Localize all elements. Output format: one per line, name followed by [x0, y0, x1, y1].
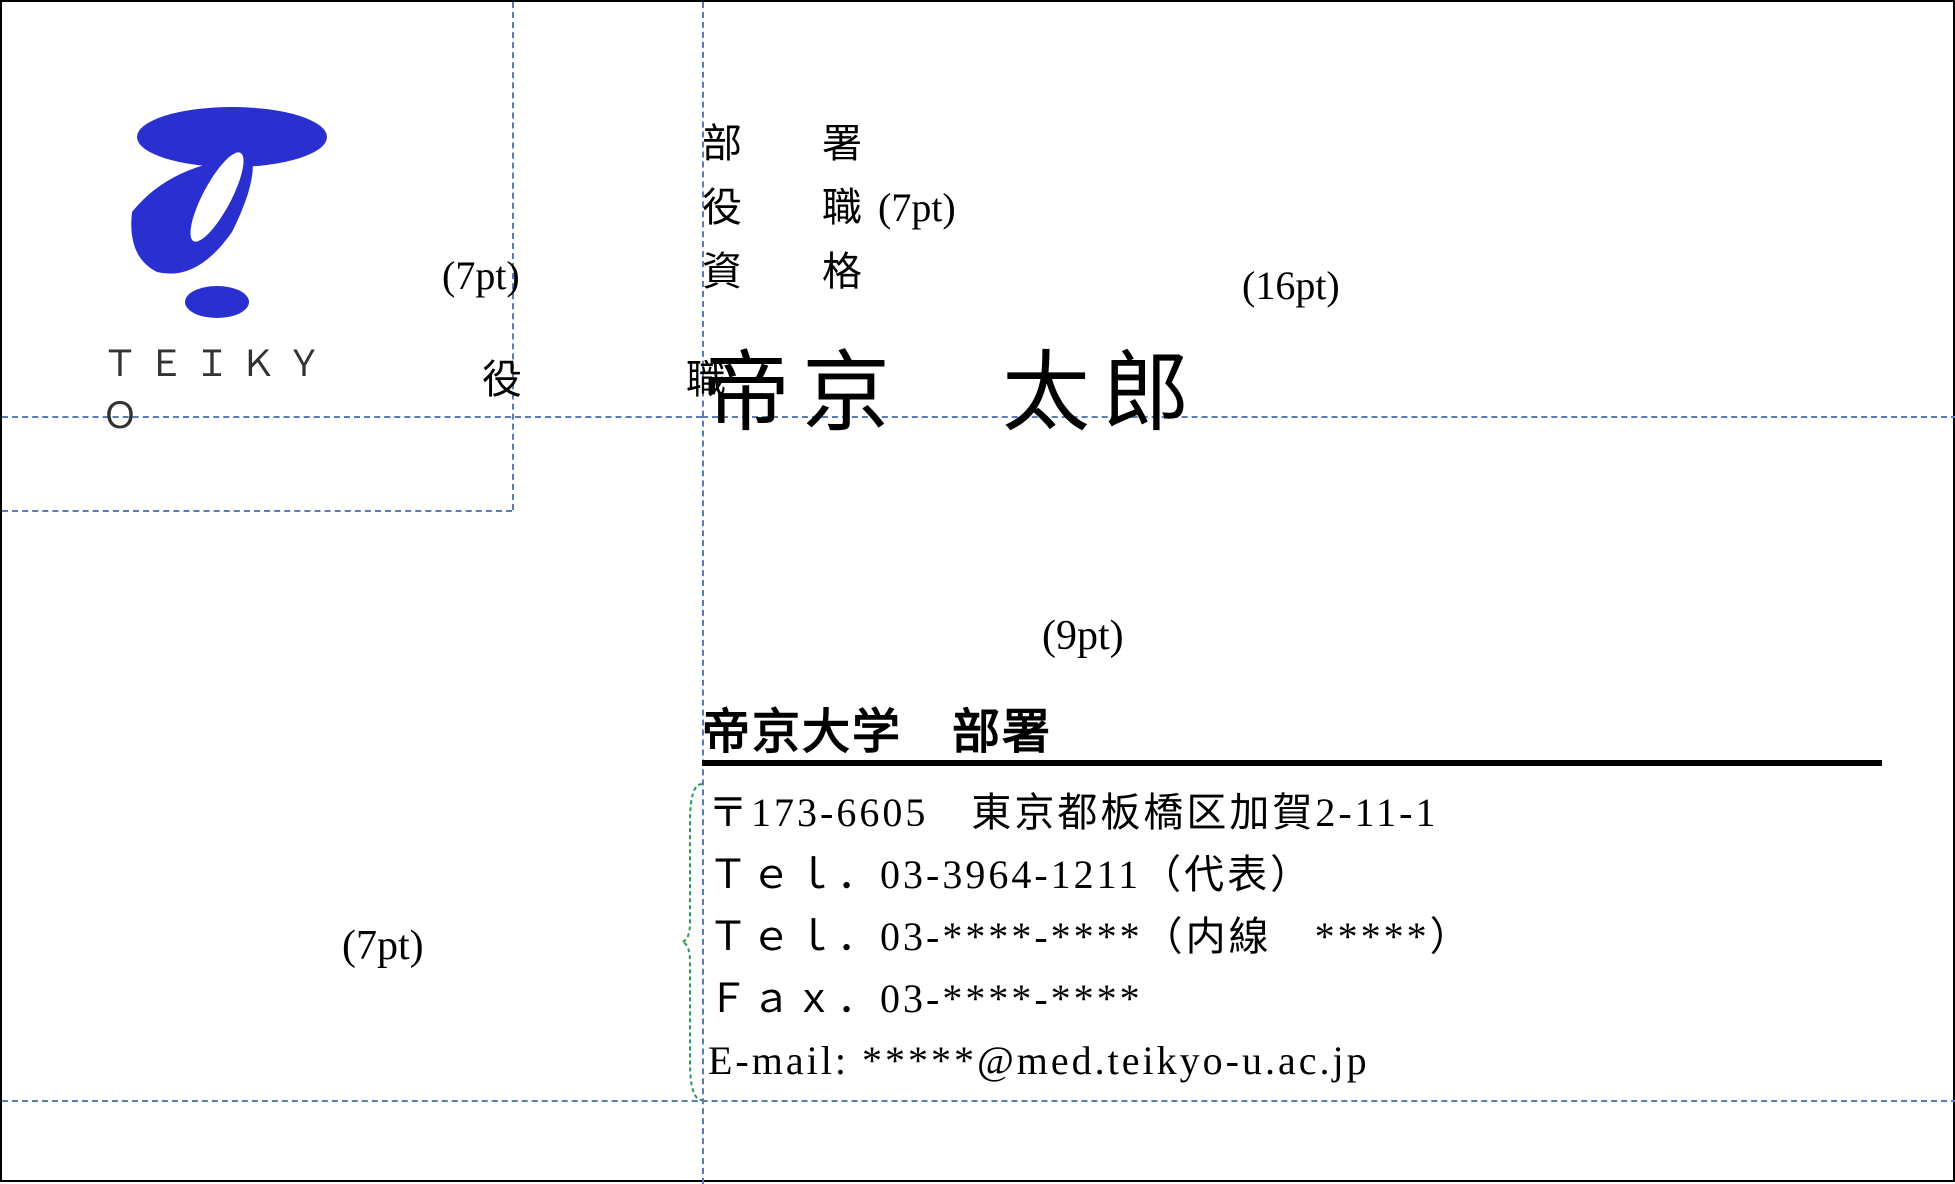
teikyo-logo-icon — [102, 102, 332, 322]
brace-icon — [682, 782, 704, 1102]
annotation-16pt-name: (16pt) — [1242, 262, 1340, 309]
guide-horizontal-logo-bottom — [2, 510, 512, 512]
logo-area: ＴＥＩＫＹＯ — [102, 102, 362, 439]
annotation-9pt-org: (9pt) — [1042, 612, 1124, 660]
organization-line: 帝京大学 部署 — [702, 692, 1052, 762]
contact-tel-main: Ｔｅｌ．03-3964-1211（代表） — [708, 844, 1473, 906]
contact-tel-ext: Ｔｅｌ．03-****-****（内線 *****） — [708, 906, 1473, 968]
header-dept-label: 部 署 — [702, 112, 956, 176]
contact-fax: Ｆａｘ．03-****-**** — [708, 968, 1473, 1030]
person-name: 帝京 太郎 — [702, 322, 1202, 449]
header-labels: 部 署 役 職(7pt) 資 格 — [702, 112, 956, 304]
header-qual-label: 資 格 — [702, 240, 956, 304]
annotation-7pt-header: (7pt) — [878, 185, 956, 230]
contact-email: E-mail: *****@med.teikyo-u.ac.jp — [708, 1030, 1473, 1092]
header-role-label: 役 職(7pt) — [702, 176, 956, 240]
contact-postal: 〒173-6605 東京都板橋区加賀2-11-1 — [708, 782, 1473, 844]
annotation-7pt-contact: (7pt) — [342, 922, 424, 970]
contact-block: 〒173-6605 東京都板橋区加賀2-11-1 Ｔｅｌ．03-3964-121… — [708, 782, 1473, 1092]
guide-horizontal-contact-bottom — [2, 1100, 1955, 1102]
organization-underline — [702, 760, 1882, 766]
annotation-7pt-logo: (7pt) — [442, 252, 520, 299]
logo-wordmark: ＴＥＩＫＹＯ — [102, 335, 362, 439]
